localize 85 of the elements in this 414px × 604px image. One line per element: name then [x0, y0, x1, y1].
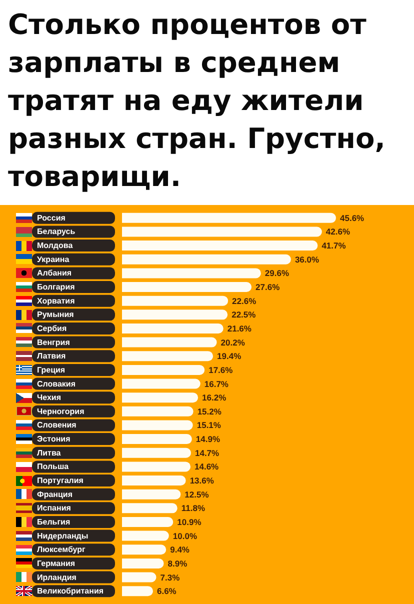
y-tick-label: Украина — [37, 254, 70, 264]
y-tick-label: Греция — [37, 365, 66, 374]
y-tick-label: Латвия — [37, 352, 66, 361]
bar — [122, 337, 217, 348]
data-label: 41.7% — [322, 240, 346, 251]
y-tick-label: Албания — [37, 268, 72, 278]
y-tick-label: Беларусь — [37, 227, 76, 236]
y-tick-label: Черногория — [37, 406, 85, 416]
data-label: 10.0% — [172, 530, 198, 541]
bar — [122, 351, 214, 362]
y-tick-label: Польша — [37, 462, 70, 472]
data-label: 9.4% — [170, 544, 190, 555]
data-label: 19.4% — [217, 351, 242, 362]
data-label: 10.9% — [177, 516, 202, 527]
data-label: 14.6% — [194, 462, 220, 472]
bar — [122, 212, 336, 223]
data-label: 21.6% — [227, 323, 252, 334]
y-tick-label: Литва — [37, 448, 62, 458]
y-tick-label: Великобритания — [37, 586, 104, 596]
data-label: 14.7% — [194, 448, 220, 458]
bar — [122, 572, 156, 582]
bar — [122, 516, 174, 527]
data-label: 8.9% — [168, 558, 188, 568]
bar — [122, 558, 164, 568]
bar — [122, 586, 153, 596]
data-label: 16.2% — [202, 392, 227, 403]
data-label: 16.7% — [204, 378, 229, 389]
bar — [122, 296, 228, 306]
bar — [122, 323, 224, 334]
y-tick-label: Словения — [37, 420, 77, 430]
y-tick-label: Португалия — [37, 476, 84, 486]
data-label: 17.6% — [208, 364, 234, 375]
y-tick-label: Германия — [37, 558, 76, 568]
bar — [122, 530, 169, 541]
bar — [122, 378, 200, 389]
data-label: 42.6% — [326, 226, 350, 237]
bar — [122, 434, 192, 444]
data-label: 15.1% — [196, 420, 222, 430]
bar — [122, 310, 228, 320]
y-tick-label: Чехия — [37, 393, 62, 402]
data-label: 22.6% — [232, 296, 257, 306]
y-tick-label: Франция — [37, 490, 73, 499]
bar — [122, 476, 186, 486]
bar — [122, 226, 322, 237]
bar — [122, 420, 193, 430]
y-tick-label: Ирландия — [37, 572, 77, 582]
chart-title: Столько процентов от зарплаты в среднем тратят на еду жители разных стран. Грустно, товарищи. — [8, 7, 386, 195]
bar — [122, 489, 181, 500]
y-tick-label: Нидерланды — [37, 531, 88, 540]
bar — [122, 462, 191, 472]
bar — [122, 503, 178, 514]
data-label: 14.9% — [196, 434, 220, 444]
data-label: 20.2% — [220, 337, 246, 348]
y-tick-label: Россия — [37, 213, 66, 222]
bar — [122, 282, 252, 292]
bar — [122, 364, 205, 375]
data-label: 45.6% — [340, 212, 365, 223]
bar — [122, 406, 194, 416]
data-label: 11.8% — [181, 503, 206, 514]
data-label: 15.2% — [197, 406, 222, 416]
y-tick-label: Сербия — [37, 324, 67, 333]
bar — [122, 392, 198, 403]
y-tick-label: Словакия — [37, 379, 76, 388]
bar — [122, 448, 191, 458]
y-tick-label: Хорватия — [37, 296, 76, 306]
data-label: 6.6% — [156, 586, 177, 596]
y-tick-label: Молдова — [37, 241, 74, 250]
data-label: 29.6% — [264, 268, 290, 278]
data-label: 7.3% — [160, 572, 180, 582]
y-tick-label: Эстония — [37, 434, 71, 444]
data-label: 12.5% — [184, 489, 210, 500]
y-tick-label: Болгария — [37, 282, 76, 292]
bar — [122, 254, 291, 264]
bar — [122, 268, 261, 278]
y-tick-label: Бельгия — [37, 517, 70, 526]
bar — [122, 544, 166, 555]
data-label: 13.6% — [190, 476, 214, 486]
data-label: 27.6% — [256, 282, 280, 292]
data-label: 36.0% — [294, 254, 320, 264]
y-tick-label: Испания — [37, 504, 72, 513]
data-label: 22.5% — [232, 310, 256, 320]
y-tick-label: Венгрия — [37, 338, 70, 347]
y-tick-label: Люксембург — [37, 545, 86, 554]
y-tick-label: Румыния — [37, 310, 74, 320]
bar — [122, 240, 318, 251]
